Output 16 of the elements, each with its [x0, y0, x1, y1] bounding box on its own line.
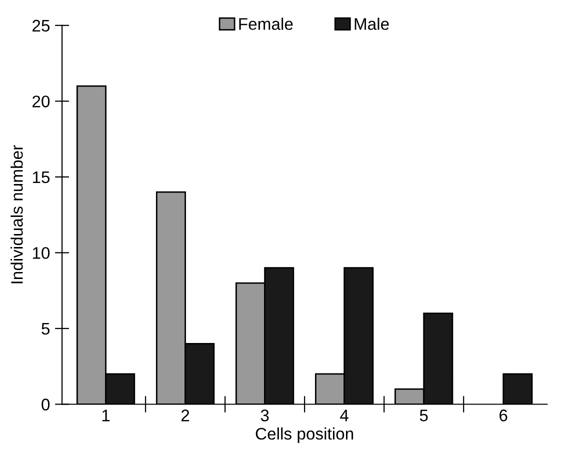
x-tick-label: 1 [102, 410, 110, 422]
legend-label: Male [354, 18, 389, 30]
y-tick-label: 0 [42, 398, 50, 410]
y-tick-label: 10 [32, 247, 50, 259]
x-tick-label: 6 [500, 410, 508, 422]
x-tick-label: 2 [181, 410, 190, 422]
legend-label: Female [239, 18, 293, 30]
x-tick-label: 5 [420, 410, 428, 422]
y-axis-title: Individuals number [10, 145, 23, 284]
x-tick-label: 3 [260, 410, 269, 422]
y-tick-label: 25 [32, 20, 50, 32]
x-tick-label: 4 [340, 410, 348, 422]
y-tick-label: 20 [32, 96, 50, 108]
x-axis-title: Cells position [256, 427, 354, 443]
y-tick-label: 15 [32, 172, 50, 184]
y-tick-label: 5 [42, 323, 50, 335]
